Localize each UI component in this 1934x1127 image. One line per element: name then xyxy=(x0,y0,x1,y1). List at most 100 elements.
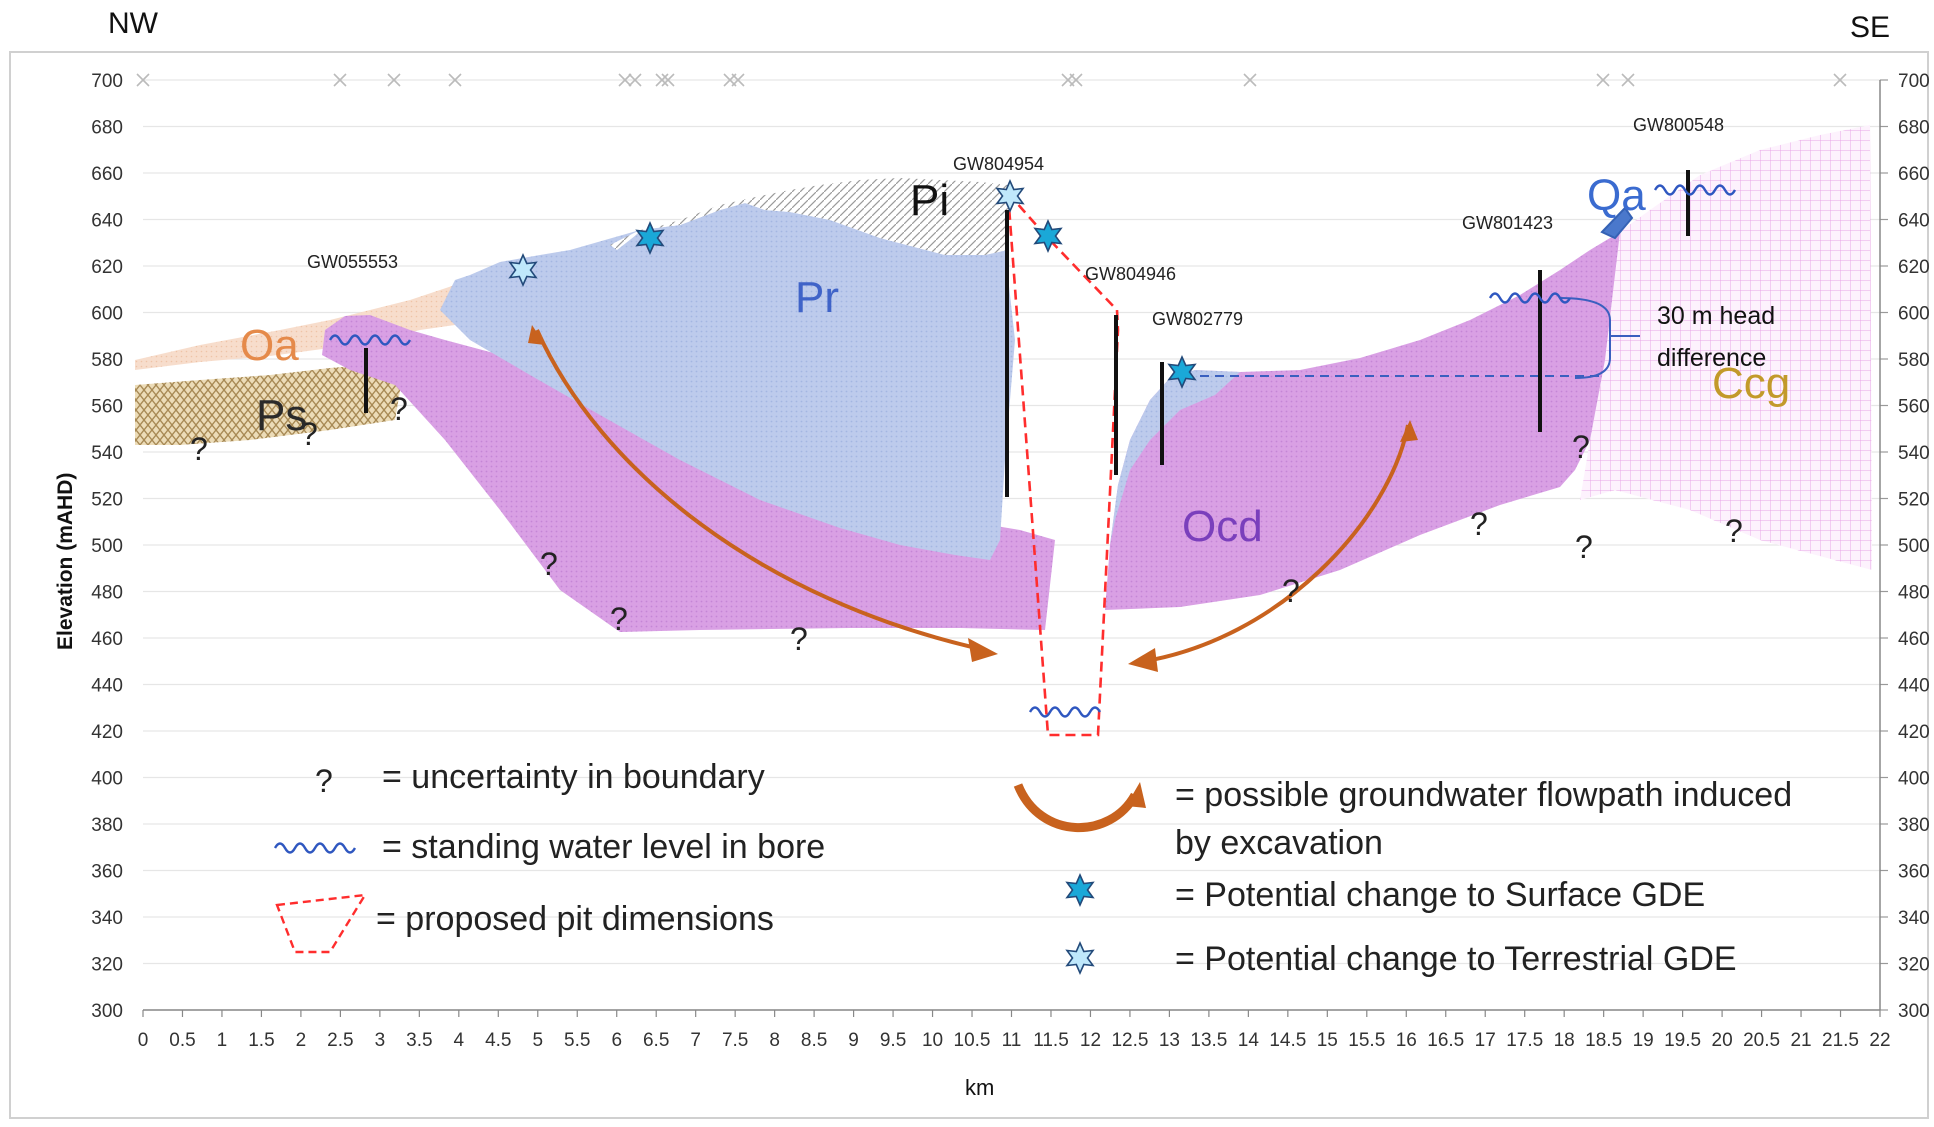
flowpath-arrow-east xyxy=(1139,424,1410,664)
bore-label-gw804946: GW804946 xyxy=(1085,264,1176,284)
uncertainty-mark: ? xyxy=(790,621,808,657)
uncertainty-mark: ? xyxy=(390,391,408,427)
y-tick-label-left: 520 xyxy=(91,490,123,511)
surface-mark xyxy=(655,73,669,87)
x-tick-label: 12 xyxy=(1080,1030,1101,1051)
x-tick-label: 10 xyxy=(922,1030,943,1051)
uncertainty-mark: ? xyxy=(610,601,628,637)
flowpath-arrowtail-west xyxy=(528,325,545,345)
y-tick-label-left: 680 xyxy=(91,118,123,139)
head-note-line1: 30 m head xyxy=(1657,302,1775,330)
y-tick-label-right: 360 xyxy=(1898,862,1930,883)
uncertainty-mark: ? xyxy=(540,546,558,582)
y-tick-label-right: 460 xyxy=(1898,629,1930,650)
y-tick-label-right: 440 xyxy=(1898,676,1930,697)
y-tick-label-right: 500 xyxy=(1898,536,1930,557)
x-tick-label: 1.5 xyxy=(248,1030,274,1051)
x-tick-label: 15 xyxy=(1317,1030,1338,1051)
x-tick-label: 19.5 xyxy=(1664,1030,1701,1051)
y-tick-label-right: 480 xyxy=(1898,583,1930,604)
x-tick-label: 8.5 xyxy=(801,1030,827,1051)
terrestrial-gde-star xyxy=(1065,941,1095,975)
y-tick-label-left: 660 xyxy=(91,164,123,185)
y-tick-label-left: 620 xyxy=(91,257,123,278)
surface-mark xyxy=(618,73,632,87)
bore-label-gw802779: GW802779 xyxy=(1152,309,1243,329)
x-tick-label: 6.5 xyxy=(643,1030,669,1051)
x-tick-label: 9.5 xyxy=(880,1030,906,1051)
legend-flowpath-text-2: by excavation xyxy=(1175,824,1383,862)
surface-mark xyxy=(387,73,401,87)
surface-mark xyxy=(136,73,150,87)
bore-lines xyxy=(364,170,1690,497)
water-level-pit xyxy=(1028,706,1102,718)
x-tick-label: 7 xyxy=(690,1030,701,1051)
y-tick-label-left: 300 xyxy=(91,1001,123,1022)
y-tick-label-left: 400 xyxy=(91,769,123,790)
unit-pr-area xyxy=(440,203,1015,560)
legend-uncertainty-text: = uncertainty in boundary xyxy=(382,758,765,796)
unit-label-ocd: Ocd xyxy=(1182,502,1263,551)
head-note-line2: difference xyxy=(1657,344,1766,372)
flowpath-arrowhead-west xyxy=(968,638,998,662)
x-tick-label: 18 xyxy=(1554,1030,1575,1051)
unit-ocd-area xyxy=(1105,232,1620,610)
y-tick-label-left: 580 xyxy=(91,350,123,371)
surface-gde-star xyxy=(1065,873,1095,907)
unit-pink-central xyxy=(1110,370,1240,545)
legend-water-level-symbol xyxy=(273,842,357,854)
y-tick-label-right: 300 xyxy=(1898,1001,1930,1022)
legend-flowpath-symbol xyxy=(1013,783,1139,832)
legend-flowpath-text-1: = possible groundwater flowpath induced xyxy=(1175,776,1792,814)
y-tick-label-left: 340 xyxy=(91,908,123,929)
x-tick-label: 20.5 xyxy=(1743,1030,1780,1051)
x-tick-label: 13 xyxy=(1159,1030,1180,1051)
x-tick-label: 11.5 xyxy=(1033,1030,1069,1051)
x-tick-label: 0 xyxy=(138,1030,149,1051)
y-tick-label-left: 440 xyxy=(91,676,123,697)
y-tick-label-right: 580 xyxy=(1898,350,1930,371)
se-label: SE xyxy=(1850,11,1890,44)
bore-label-gw801423: GW801423 xyxy=(1462,213,1553,233)
y-tick-label-left: 320 xyxy=(91,955,123,976)
x-tick-label: 15.5 xyxy=(1348,1030,1385,1051)
unit-oa-area xyxy=(135,285,455,370)
surface-gde-star xyxy=(635,221,665,255)
legend-surface-gde-text: = Potential change to Surface GDE xyxy=(1175,876,1705,914)
water-level-gw801423 xyxy=(1488,292,1572,304)
head-bracket xyxy=(1559,297,1640,379)
y-tick-label-right: 320 xyxy=(1898,955,1930,976)
legend-terrestrial-gde-text: = Potential change to Terrestrial GDE xyxy=(1175,940,1737,978)
y-tick-label-right: 340 xyxy=(1898,908,1930,929)
unit-label-pr: Pr xyxy=(795,273,839,322)
unit-qa-pod xyxy=(1600,206,1634,240)
x-tick-label: 3.5 xyxy=(406,1030,432,1051)
unit-pi-area xyxy=(610,178,1008,255)
legend-water-level-text: = standing water level in bore xyxy=(382,828,825,866)
y-tick-label-left: 360 xyxy=(91,862,123,883)
x-tick-label: 5.5 xyxy=(564,1030,590,1051)
y-tick-label-right: 420 xyxy=(1898,722,1930,743)
y-tick-label-right: 660 xyxy=(1898,164,1930,185)
legend: ? = uncertainty in boundary = standing w… xyxy=(273,758,1792,978)
x-tick-label: 16.5 xyxy=(1427,1030,1464,1051)
bore-label-gw055553: GW055553 xyxy=(307,252,398,272)
x-tick-label: 21 xyxy=(1790,1030,1811,1051)
y-tick-label-left: 380 xyxy=(91,815,123,836)
x-tick-label: 21.5 xyxy=(1822,1030,1859,1051)
uncertainty-mark: ? xyxy=(1282,573,1300,609)
nw-label: NW xyxy=(108,7,159,40)
flowpath-arrowhead-east xyxy=(1128,648,1158,672)
x-tick-label: 17.5 xyxy=(1506,1030,1543,1051)
legend-uncertainty-symbol: ? xyxy=(315,763,333,799)
flowpath-arrowhead-east-top xyxy=(1400,420,1418,442)
unit-label-ccg: Ccg xyxy=(1712,359,1790,408)
unit-label-ps: Ps xyxy=(256,391,307,440)
y-tick-labels-left: 700 680 660 640 620 600 580 560 540 520 500 480 460 4… xyxy=(91,71,123,1022)
x-tick-label: 3 xyxy=(375,1030,386,1051)
legend-pit-symbol xyxy=(275,893,368,954)
y-tick-labels-right: 700 680 660 640 620 600 580 560 540 520 500 480 460 4… xyxy=(1898,71,1930,1022)
x-tick-label: 14.5 xyxy=(1269,1030,1306,1051)
y-tick-label-right: 560 xyxy=(1898,397,1930,418)
